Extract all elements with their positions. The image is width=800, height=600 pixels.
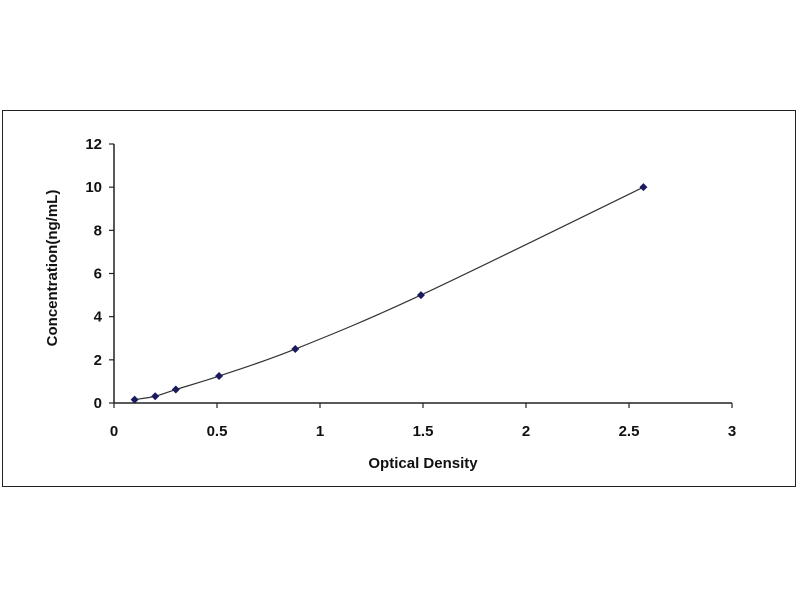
x-tick-label: 0.5: [207, 423, 228, 440]
x-tick-label: 3: [728, 423, 736, 440]
y-axis-label: Concentration(ng/mL): [44, 190, 61, 347]
x-tick-label: 0: [110, 423, 118, 440]
data-point: [171, 385, 180, 394]
tick-labels: 0 0.5 1 1.5 2 2.5 3 0 2 4 6 8 10 12: [85, 136, 736, 440]
y-tick-label: 8: [94, 222, 102, 239]
y-tick-label: 6: [94, 266, 102, 283]
x-tick-label: 1.5: [413, 423, 434, 440]
data-point: [151, 392, 160, 401]
data-points: [130, 183, 648, 404]
data-point: [215, 372, 224, 381]
y-tick-label: 0: [94, 395, 102, 412]
y-tick-label: 10: [85, 179, 102, 196]
axes: [109, 143, 733, 408]
trend-curve: [134, 186, 644, 401]
data-point: [130, 395, 139, 404]
x-tick-label: 1: [316, 423, 324, 440]
y-tick-label: 2: [94, 352, 102, 369]
y-tick-label: 12: [85, 136, 102, 153]
x-tick-label: 2: [522, 423, 530, 440]
x-tick-label: 2.5: [619, 423, 640, 440]
data-point: [416, 291, 425, 300]
data-point: [639, 183, 648, 192]
chart-frame: [2, 110, 796, 487]
data-point: [291, 345, 300, 354]
x-axis-label: Optical Density: [368, 455, 478, 472]
y-tick-label: 4: [94, 309, 103, 326]
